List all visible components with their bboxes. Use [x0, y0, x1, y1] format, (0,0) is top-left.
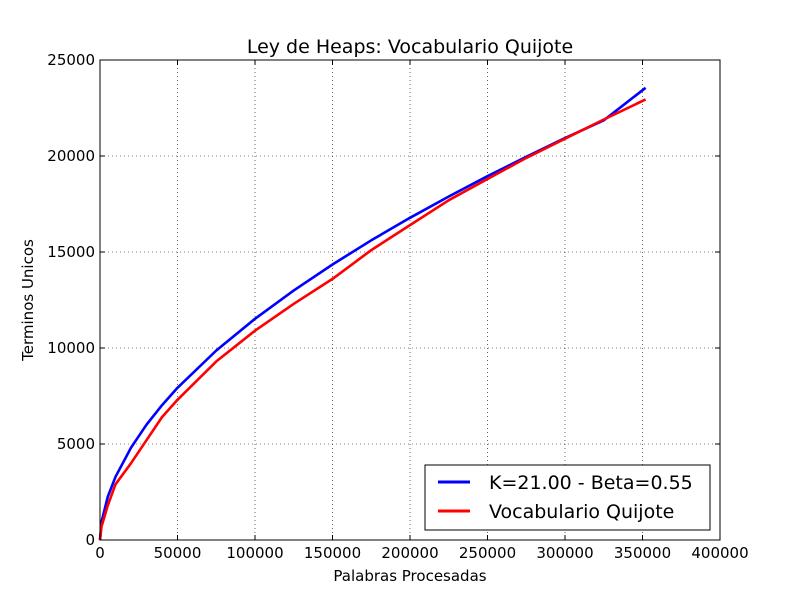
x-tick-label: 350000	[614, 544, 671, 562]
grid-lines	[100, 60, 720, 540]
series-lines	[98, 86, 647, 541]
x-tick-label: 250000	[459, 544, 516, 562]
chart-title: Ley de Heaps: Vocabulario Quijote	[247, 36, 573, 58]
axis-ticks: 0 50000 100000 150000 200000 250000 300000 3500…	[47, 51, 748, 562]
legend-label-model: K=21.00 - Beta=0.55	[489, 472, 693, 494]
y-axis-label: Terminos Unicos	[19, 239, 37, 362]
legend-box	[424, 464, 711, 531]
x-tick-label: 200000	[381, 544, 438, 562]
y-tick-label: 10000	[47, 339, 95, 357]
legend: K=21.00 - Beta=0.55 Vocabulario Quijote	[424, 464, 711, 531]
x-axis-label: Palabras Procesadas	[333, 567, 486, 585]
x-tick-label: 100000	[226, 544, 283, 562]
y-tick-label: 5000	[57, 435, 95, 453]
x-tick-label: 300000	[536, 544, 593, 562]
y-tick-label: 0	[85, 531, 95, 549]
x-tick-label: 150000	[304, 544, 361, 562]
x-tick-label: 400000	[691, 544, 748, 562]
y-tick-label: 20000	[47, 147, 95, 165]
x-tick-label: 0	[95, 544, 105, 562]
x-tick-label: 50000	[154, 544, 202, 562]
legend-label-vocabulary: Vocabulario Quijote	[489, 501, 674, 523]
y-tick-label: 25000	[47, 51, 95, 69]
series-line-vocabulary	[98, 98, 647, 541]
y-tick-label: 15000	[47, 243, 95, 261]
